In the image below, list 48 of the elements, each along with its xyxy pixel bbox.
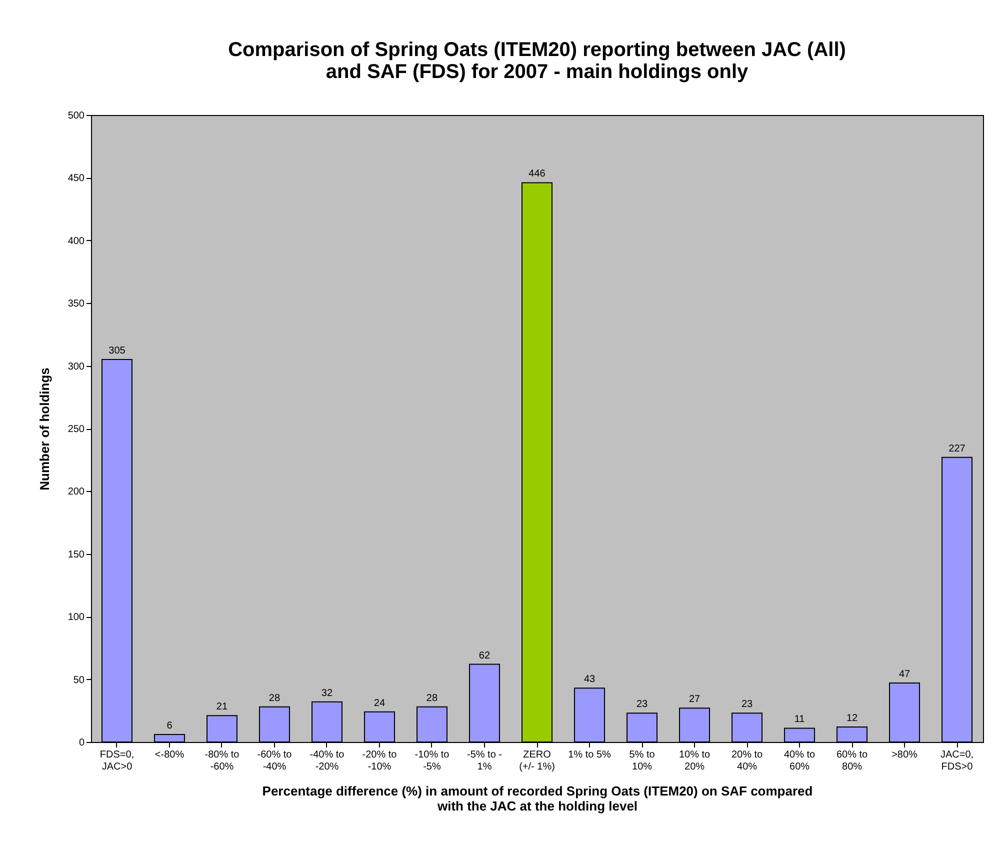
x-tick-label: 40% to 60% (784, 750, 816, 772)
data-label: 446 (528, 168, 546, 180)
x-tick-label: -60% to -40% (257, 750, 292, 772)
y-tick-label: 350 (68, 298, 85, 310)
x-tick-label: 60% to 80% (836, 750, 868, 772)
x-tick-label: >80% (892, 750, 918, 760)
x-tick-label: 20% to 40% (731, 750, 764, 772)
y-tick-label: 100 (68, 612, 85, 624)
data-label: 23 (741, 699, 754, 710)
x-tick-label: -10% to -5% (414, 750, 450, 772)
y-axis-title: Number of holdings (36, 368, 52, 490)
y-tick-label: 400 (68, 236, 85, 247)
x-tick-label: FDS=0, JAC>0 (100, 750, 134, 772)
y-tick-label: 500 (68, 110, 85, 122)
y-tick-label: 300 (68, 361, 85, 372)
x-tick-label: 5% to 10% (629, 750, 656, 772)
data-label: 24 (374, 698, 386, 709)
data-label: 62 (478, 650, 490, 662)
data-label: 43 (584, 674, 596, 686)
chart-title: Comparison of Spring Oats (ITEM20) reporting between JAC (All) and SAF (FDS) for 2007 - main holdings only (228, 39, 846, 83)
data-label: 28 (268, 692, 280, 704)
x-tick-label: 1% to 5% (568, 750, 612, 760)
x-tick-label: -80% to -60% (204, 750, 240, 772)
y-tick-label: 150 (68, 549, 85, 560)
y-tick-label: 250 (68, 424, 85, 435)
data-label: 12 (846, 712, 858, 724)
data-label: 21 (216, 702, 228, 713)
data-label: 11 (794, 714, 806, 726)
x-tick-label: -5% to - 1% (466, 750, 502, 772)
x-tick-label: -20% to -10% (362, 750, 398, 772)
data-label: 47 (898, 669, 911, 680)
data-label: 227 (948, 443, 966, 454)
data-label: 28 (426, 692, 438, 704)
x-tick-label: ZERO (+/- 1%) (519, 750, 555, 772)
y-tick-label: 200 (68, 486, 85, 498)
data-label: 32 (321, 688, 333, 699)
x-tick-label: 10% to 20% (678, 750, 711, 772)
data-label: 27 (688, 694, 701, 706)
data-label: 6 (166, 720, 173, 732)
x-axis-title: Percentage difference (%) in amount of recorded Spring Oats (ITEM20) on SAF compared with the JAC at the holding level (262, 784, 813, 814)
x-tick-label: -40% to -20% (310, 750, 345, 772)
y-tick-label: 50 (73, 674, 85, 686)
x-tick-label: JAC=0, FDS>0 (940, 750, 974, 772)
data-label: 23 (636, 699, 648, 710)
y-tick-label: 0 (78, 738, 85, 748)
y-tick-label: 450 (68, 173, 85, 184)
data-label: 305 (108, 346, 126, 357)
x-tick-label: <-80% (154, 750, 184, 760)
